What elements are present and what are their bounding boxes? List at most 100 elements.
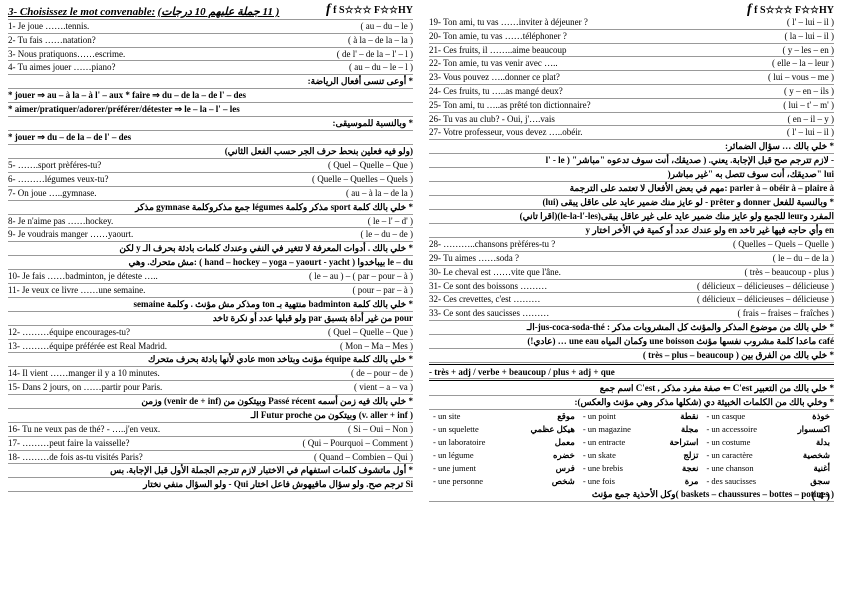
table-cell: - une personne (429, 475, 509, 488)
question-options: ( le – l' – d' ) (368, 216, 413, 227)
note: * خلي بالك كلمة équipe مؤنث وبتاخد mon ع… (8, 353, 413, 367)
question-options: ( y – en – ils ) (784, 86, 834, 97)
question-text: 13- ………équipe préférée est Real Madrid. (8, 341, 340, 352)
question-row: 17- ………peut faire la vaisselle?( Qui – P… (8, 437, 413, 451)
question-row: 12- ………équipe encourages-tu?( Quel – Que… (8, 326, 413, 340)
note: * خلي بالك … سؤال الضمائر: (429, 140, 834, 154)
question-text: 17- ………peut faire la vaisselle? (8, 438, 303, 449)
question-row: 15- Dans 2 jours, on ……partir pour Paris… (8, 381, 413, 395)
question-row: 6- ………légumes veux-tu?( Quelle – Quelles… (8, 173, 413, 187)
logo: f f S☆☆☆ F☆☆HY (747, 2, 834, 18)
table-row: - un légumeخضره- un skateتزلج- un caract… (429, 449, 834, 462)
question-row: 21- Ces fruits, il ……..aime beaucoup( y … (429, 44, 834, 58)
table-cell: - un costume (702, 436, 780, 449)
question-row: 9- Je voudrais manger ……yaourt.( le – du… (8, 228, 413, 242)
question-row: 28- ………..chansons prèféres-tu ?( Quelles… (429, 238, 834, 252)
question-options: ( Quelles – Quels – Quelle ) (733, 239, 834, 250)
table-row: - une personneشخص- une foisمرة- des sauc… (429, 475, 834, 488)
question-text: 24- Ces fruits, tu …..as mangé deux? (429, 86, 784, 97)
table-cell: - un point (579, 410, 654, 423)
question-text: 11- Je veux ce livre ……une semaine. (8, 285, 353, 296)
note: * خلي بالك من الفرق بين ( très – plus – … (429, 349, 834, 363)
table-cell: - un entracte (579, 436, 654, 449)
question-text: 4- Tu aimes jouer ……piano? (8, 62, 349, 73)
table-cell: - un laboratoire (429, 436, 509, 449)
question-options: ( en – il – y ) (788, 114, 835, 125)
note: * خلي بالك كلمة badminton منتهية بـ ton … (8, 298, 413, 312)
question-text: 30- Le cheval est ……vite que l'âne. (429, 267, 745, 278)
question-options: ( Mon – Ma – Mes ) (340, 341, 413, 352)
question-options: ( au – à la – de la ) (346, 188, 413, 199)
question-row: 29- Tu aimes ……soda ?( le – du – de la ) (429, 252, 834, 266)
table-cell: نقطة (653, 410, 702, 423)
question-text: 3- Nous pratiquons……escrime. (8, 49, 337, 60)
table-cell: استراحة (653, 436, 702, 449)
question-row: 3- Nous pratiquons……escrime.( de l' – de… (8, 48, 413, 62)
question-options: ( de – pour – de ) (351, 368, 413, 379)
question-text: 19- Ton ami, tu vas ……inviter à déjeuner… (429, 17, 787, 28)
logo: f f S☆☆☆ F☆☆HY (326, 2, 413, 18)
question-options: ( frais – fraises – fraîches ) (738, 308, 834, 319)
question-text: 15- Dans 2 jours, on ……partir pour Paris… (8, 382, 354, 393)
question-options: ( au – du – le – l ) (349, 62, 413, 73)
question-row: 20- Ton amie, tu vas ……téléphoner ?( la … (429, 30, 834, 44)
question-text: 32- Ces crevettes, c'est ……… (429, 294, 697, 305)
question-text: 6- ………légumes veux-tu? (8, 174, 312, 185)
question-text: 23- Vous pouvez …..donner ce plat? (429, 72, 768, 83)
question-text: 33- Ce sont des saucisses ……… (429, 308, 738, 319)
question-row: 30- Le cheval est ……vite que l'âne.( trè… (429, 266, 834, 280)
question-row: 14- Il vient ……manger il y a 10 minutes.… (8, 367, 413, 381)
table-cell: - un magazine (579, 423, 654, 436)
question-text: 22- Ton amie, tu vas venir avec ….. (429, 58, 772, 69)
note: * خلي بالك من موضوع المذكر والمؤنث كل ال… (429, 321, 834, 335)
table-cell: - des saucisses (702, 475, 780, 488)
question-text: 14- Il vient ……manger il y a 10 minutes. (8, 368, 351, 379)
question-text: 5- …….sport prèféres-tu? (8, 160, 328, 171)
question-options: ( l' – lui – il ) (787, 17, 834, 28)
question-row: 2- Tu fais ……natation?( à la – de la – l… (8, 34, 413, 48)
note: lui "صديقك، أنت سوف تتصل به "غير مباشر( (429, 168, 834, 182)
table-cell: - un site (429, 410, 509, 423)
page-number: ( 4 ) (812, 490, 830, 502)
table-cell: - un caractère (702, 449, 780, 462)
question-row: 22- Ton amie, tu vas venir avec …..( ell… (429, 57, 834, 71)
table-row: - un laboratoireمعمل- un entracteاستراحة… (429, 436, 834, 449)
question-text: 20- Ton amie, tu vas ……téléphoner ? (429, 31, 785, 42)
rule: * aimer/pratiquer/adorer/préférer/détest… (8, 103, 413, 117)
question-options: ( le – au ) – ( par – pour – à ) (309, 271, 413, 282)
question-options: ( Si – Oui – Non ) (348, 424, 413, 435)
table-cell: نعجة (653, 462, 702, 475)
question-row: 10- Je fais ……badminton, je déteste …..(… (8, 270, 413, 284)
note: le – du بيباخدوا ( hand – hockey – yoga … (8, 256, 413, 270)
rule: * jouer ⇒ du – de la – de l' – des (8, 131, 413, 145)
question-text: 27- Votre professeur, vous devez …..obéi… (429, 127, 787, 138)
question-text: 7- On joue …..gymnase. (8, 188, 346, 199)
question-options: ( Quel – Quelle – Que ) (328, 160, 413, 171)
note: (ولو فيه فعلين بنحط حرف الجر حسب الفعل ا… (8, 145, 413, 159)
question-text: 29- Tu aimes ……soda ? (429, 253, 773, 264)
table-cell: خوذة (780, 410, 834, 423)
question-row: 7- On joue …..gymnase.( au – à la – de l… (8, 187, 413, 201)
question-text: 18- ………de fois as-tu visités Paris? (8, 452, 314, 463)
question-options: ( y – les – en ) (783, 45, 835, 56)
table-cell: شخصية (780, 449, 834, 462)
note: en وأي حاجه فيها غير تاخد en ولو عندك عد… (429, 224, 834, 238)
note: pour من غير أداة بتسبق par ولو قبلها عدد… (8, 312, 413, 326)
table-cell: اكسسوار (780, 423, 834, 436)
title-ar: ( 11 جملة عليهم 10 درجات) (158, 5, 280, 18)
question-options: ( lui – vous – me ) (768, 72, 834, 83)
note: * أوعى تنسى أفعال الرياضة: (8, 75, 413, 89)
note: * خلي بالك فيه زمن أسمه Passé récent وبي… (8, 395, 413, 409)
question-text: 28- ………..chansons prèféres-tu ? (429, 239, 733, 250)
table-cell: - un casque (702, 410, 780, 423)
note: * خلي بالك كلمة sport مذكر وكلمة légumes… (8, 201, 413, 215)
table-cell: - un squelette (429, 423, 509, 436)
table-cell: - un skate (579, 449, 654, 462)
question-text: 26- Tu vas au club? - Oui, j'….vais (429, 114, 788, 125)
table-cell: - une chanson (702, 462, 780, 475)
question-options: ( l' – lui – il ) (787, 127, 834, 138)
question-row: 4- Tu aimes jouer ……piano?( au – du – le… (8, 61, 413, 75)
question-text: 31- Ce sont des boissons ……… (429, 281, 697, 292)
question-text: 1- Je joue …….tennis. (8, 21, 361, 32)
question-text: 25- Ton ami, tu …..as prêté ton dictionn… (429, 100, 783, 111)
